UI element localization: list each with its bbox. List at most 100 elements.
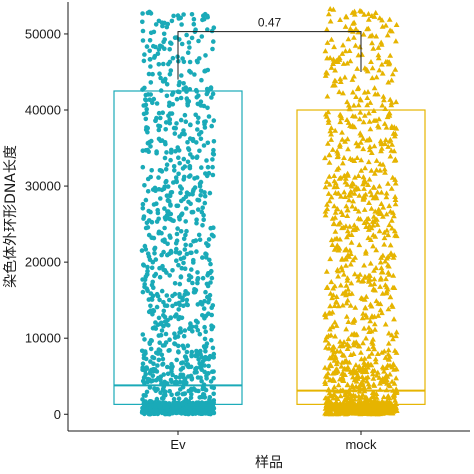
data-point	[339, 267, 346, 273]
data-point	[389, 28, 395, 34]
data-point	[200, 362, 205, 368]
data-point	[346, 291, 352, 297]
data-point	[188, 122, 193, 128]
data-point	[178, 190, 183, 196]
data-point	[391, 133, 398, 139]
data-point	[153, 388, 159, 394]
data-point	[372, 91, 379, 97]
data-point	[186, 40, 192, 45]
data-point	[177, 294, 183, 300]
data-point	[353, 94, 359, 99]
data-point	[206, 363, 211, 369]
data-point	[366, 176, 373, 182]
data-point	[181, 12, 186, 17]
data-point	[358, 356, 365, 362]
data-point	[143, 148, 149, 153]
data-point	[351, 34, 357, 40]
data-point	[201, 306, 207, 311]
data-point	[357, 130, 364, 136]
data-point	[177, 89, 182, 95]
data-point	[391, 316, 397, 322]
data-point	[324, 26, 330, 32]
data-point	[189, 209, 195, 215]
data-point	[344, 345, 351, 351]
data-point	[349, 393, 355, 399]
data-point	[160, 387, 166, 393]
data-point	[383, 211, 390, 217]
data-point	[339, 50, 346, 56]
data-point	[365, 16, 372, 22]
data-point	[382, 137, 389, 143]
data-point	[141, 262, 146, 268]
data-point	[176, 155, 181, 160]
data-point	[322, 48, 329, 54]
data-point	[175, 391, 181, 396]
data-point	[325, 140, 331, 146]
data-point	[149, 168, 154, 173]
data-point	[179, 41, 185, 47]
data-point	[190, 192, 195, 197]
data-point	[383, 376, 390, 382]
data-point	[371, 346, 378, 352]
data-point	[146, 411, 152, 417]
data-point	[368, 205, 375, 211]
data-point	[188, 242, 193, 248]
data-point	[322, 405, 329, 411]
data-point	[181, 345, 187, 351]
data-point	[376, 116, 382, 122]
data-point	[337, 282, 344, 288]
data-point	[348, 189, 355, 195]
data-point	[365, 11, 372, 17]
data-point	[157, 297, 162, 303]
data-point	[322, 212, 329, 218]
data-point	[172, 168, 177, 173]
data-point	[360, 146, 367, 152]
data-point	[344, 207, 351, 213]
data-point	[179, 73, 184, 78]
data-point	[211, 118, 217, 123]
data-point	[153, 271, 159, 277]
data-point	[156, 229, 162, 235]
data-point	[383, 364, 390, 370]
data-point	[147, 341, 153, 347]
data-point	[168, 248, 174, 254]
data-point	[204, 158, 209, 163]
data-point	[371, 267, 377, 273]
data-point	[178, 229, 184, 234]
data-point	[208, 225, 213, 231]
data-point	[163, 180, 168, 185]
data-point	[189, 392, 194, 397]
data-point	[357, 96, 364, 102]
data-point	[360, 119, 367, 125]
data-point	[140, 11, 145, 16]
data-point	[184, 349, 190, 355]
data-point	[144, 365, 149, 370]
data-point	[203, 119, 208, 124]
data-point	[167, 273, 172, 278]
data-point	[328, 237, 335, 243]
data-point	[141, 352, 147, 358]
data-point	[208, 261, 213, 267]
data-point	[197, 237, 203, 242]
data-point	[361, 11, 368, 17]
data-point	[195, 59, 200, 65]
data-point	[202, 200, 208, 206]
data-point	[379, 398, 386, 404]
data-point	[144, 107, 149, 112]
data-point	[323, 113, 330, 119]
data-point	[181, 86, 187, 92]
data-point	[364, 26, 370, 32]
data-point	[385, 340, 392, 346]
data-point	[377, 380, 383, 386]
data-point	[345, 286, 351, 292]
data-point	[357, 403, 364, 409]
data-point	[194, 155, 200, 160]
data-point	[344, 275, 351, 281]
data-point	[332, 180, 339, 186]
data-point	[167, 297, 172, 303]
data-point	[365, 226, 372, 232]
data-point	[336, 89, 343, 95]
data-point	[198, 348, 203, 354]
data-point	[388, 123, 395, 129]
